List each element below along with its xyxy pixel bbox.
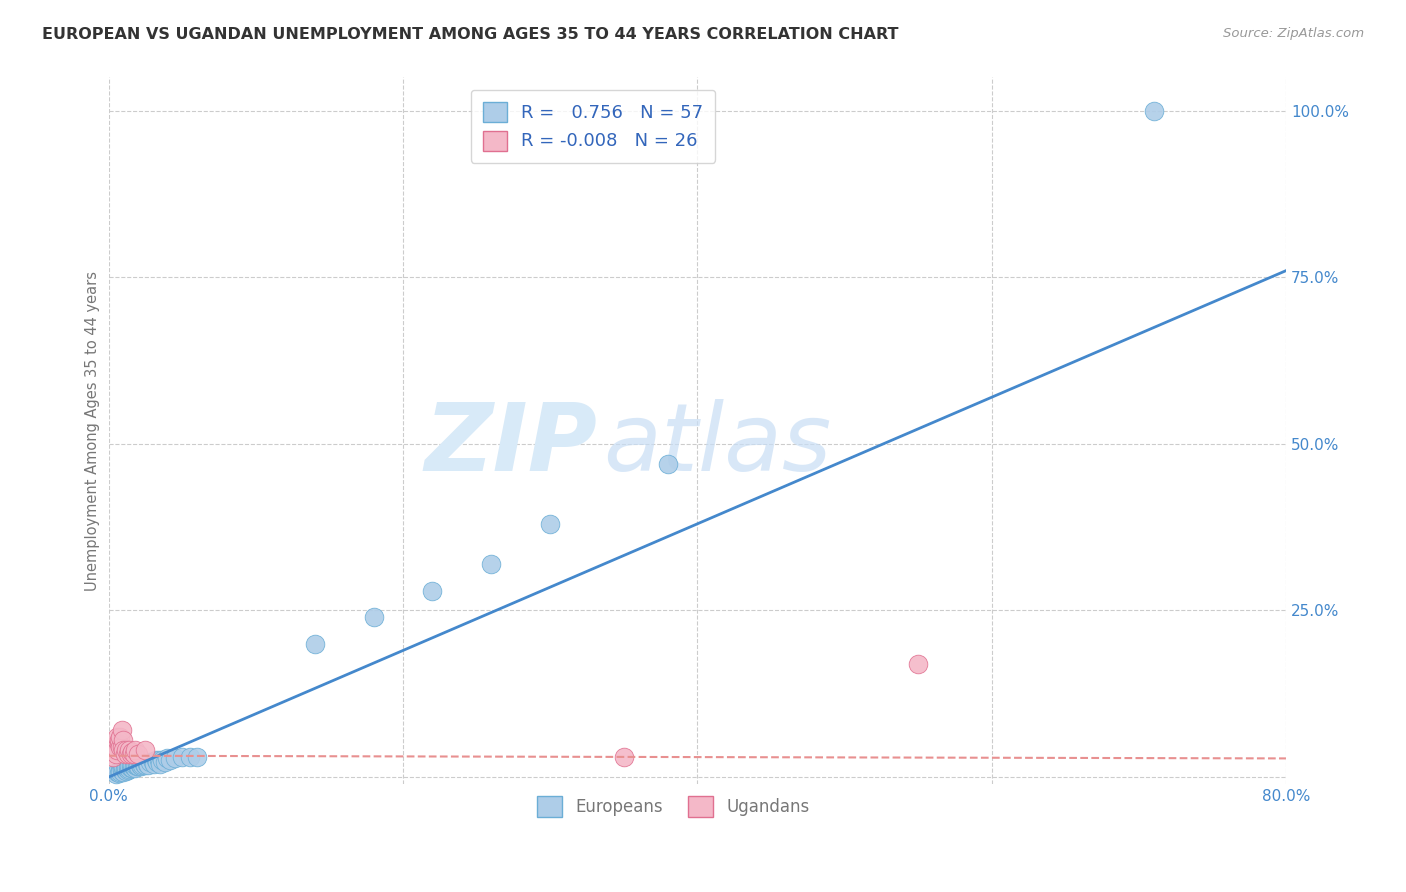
Text: atlas: atlas [603,400,831,491]
Point [907,657,929,671]
Point [145,753,167,767]
Point [110,764,132,778]
Point [117,764,139,778]
Point [149,756,172,771]
Point [110,740,132,755]
Point [104,766,127,780]
Point [112,764,135,779]
Point [124,761,146,775]
Point [613,750,636,764]
Point [108,766,131,780]
Text: ZIP: ZIP [425,399,598,491]
Point [111,762,134,776]
Point [115,761,138,775]
Point [163,751,186,765]
Point [479,557,502,571]
Point [122,747,145,761]
Point [153,756,176,770]
Point [114,762,136,776]
Point [150,753,173,767]
Point [127,759,149,773]
Point [110,765,132,780]
Point [131,758,153,772]
Point [134,743,156,757]
Point [179,750,201,764]
Point [117,747,139,761]
Point [146,756,169,770]
Point [111,740,134,755]
Point [108,733,131,747]
Point [538,516,561,531]
Point [120,747,142,761]
Point [112,733,135,747]
Point [101,750,124,764]
Point [121,745,143,759]
Point [124,743,146,757]
Point [118,762,141,776]
Point [111,764,134,778]
Point [132,756,155,771]
Point [104,747,127,761]
Point [139,756,162,770]
Point [128,758,150,772]
Point [115,764,138,778]
Point [124,758,146,772]
Point [657,457,679,471]
Point [117,760,139,774]
Point [103,743,125,757]
Point [115,743,138,757]
Point [108,737,131,751]
Point [143,756,166,771]
Point [304,637,326,651]
Point [114,747,136,761]
Legend: Europeans, Ugandans: Europeans, Ugandans [529,788,818,825]
Point [122,759,145,773]
Point [1142,103,1164,118]
Point [118,743,141,757]
Point [111,723,134,738]
Point [114,764,136,778]
Point [129,759,152,773]
Point [422,583,444,598]
Text: Source: ZipAtlas.com: Source: ZipAtlas.com [1223,27,1364,40]
Point [172,750,194,764]
Point [120,758,142,772]
Point [122,760,145,774]
Point [125,756,148,771]
Point [104,737,127,751]
Point [138,758,160,772]
Point [159,753,181,767]
Y-axis label: Unemployment Among Ages 35 to 44 years: Unemployment Among Ages 35 to 44 years [86,270,100,591]
Point [118,759,141,773]
Point [125,759,148,773]
Point [121,758,143,772]
Point [107,764,129,779]
Point [363,610,385,624]
Point [186,750,208,764]
Point [110,730,132,744]
Point [107,730,129,744]
Point [135,756,157,771]
Point [142,756,165,770]
Point [134,758,156,772]
Point [148,753,170,767]
Point [112,743,135,757]
Text: EUROPEAN VS UGANDAN UNEMPLOYMENT AMONG AGES 35 TO 44 YEARS CORRELATION CHART: EUROPEAN VS UGANDAN UNEMPLOYMENT AMONG A… [42,27,898,42]
Point [156,751,179,765]
Point [112,760,135,774]
Point [127,747,149,761]
Point [107,743,129,757]
Point [121,761,143,775]
Point [120,761,142,775]
